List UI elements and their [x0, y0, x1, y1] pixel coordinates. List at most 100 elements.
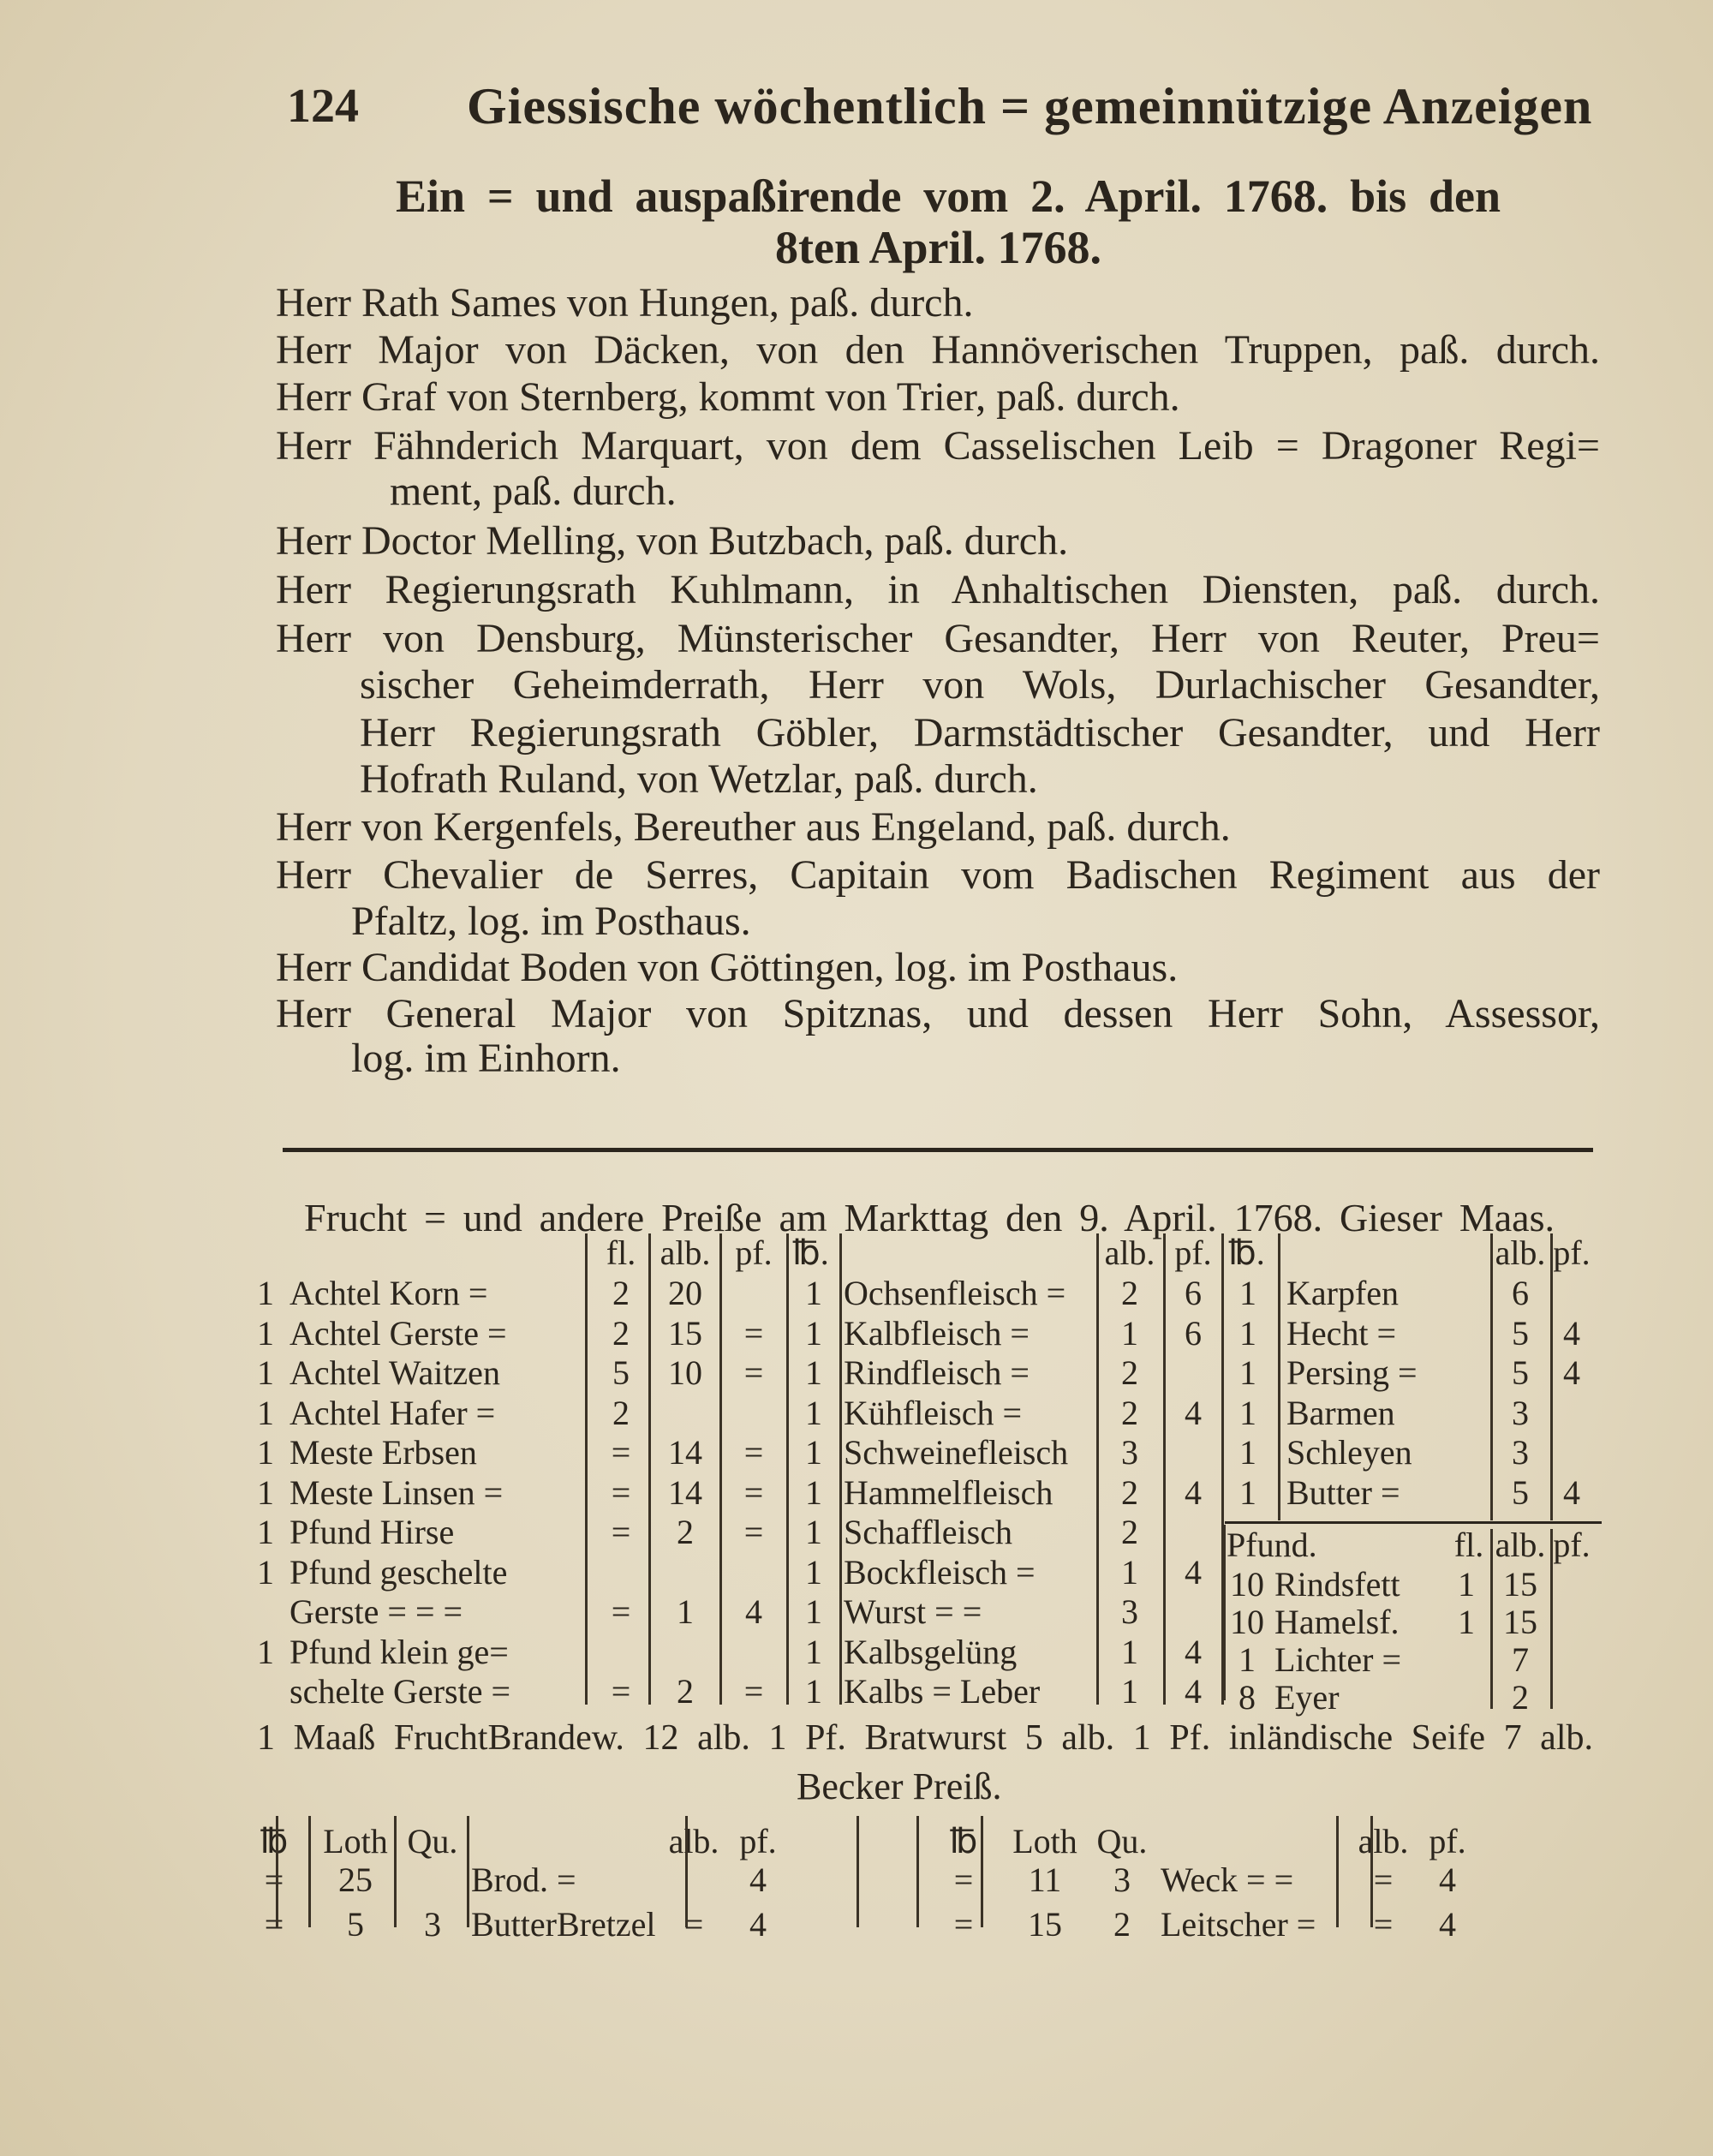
- meat-item: Kalbfleisch =: [844, 1313, 1030, 1353]
- column-rule: [1223, 1525, 1226, 1700]
- meat-item: Hammelfleisch: [844, 1472, 1053, 1512]
- baker-cell: 4: [749, 1860, 767, 1899]
- prices-title: Frucht = und andere Preiße am Markttag d…: [304, 1196, 1555, 1239]
- column-rule: [1221, 1233, 1224, 1705]
- header-pfund: Pfund.: [1227, 1526, 1317, 1564]
- grain-qty: 1: [257, 1513, 274, 1551]
- baker-cell: Brod. =: [471, 1860, 576, 1899]
- fish-qty: 1: [1239, 1274, 1256, 1312]
- meat-alb: 1: [1121, 1552, 1138, 1592]
- grain-qty: 1: [257, 1632, 274, 1671]
- traveler-entry-line: Herr Major von Däcken, von den Hannöveri…: [276, 327, 1600, 373]
- baker-header: pf.: [1429, 1822, 1466, 1860]
- meat-pf: 4: [1185, 1552, 1202, 1592]
- header-alb: alb.: [1104, 1233, 1155, 1272]
- grain-alb: 2: [677, 1513, 694, 1551]
- baker-header: Qu.: [1096, 1822, 1148, 1860]
- column-rule: [1490, 1529, 1493, 1709]
- meat-item: Kalbsgelüng: [844, 1632, 1018, 1671]
- column-rule: [1163, 1233, 1166, 1705]
- baker-cell: =: [1373, 1860, 1394, 1899]
- fish-item: Persing =: [1286, 1353, 1418, 1392]
- meat-pf: 4: [1185, 1672, 1202, 1711]
- header-alb: alb.: [1495, 1526, 1546, 1564]
- column-rule: [1278, 1233, 1280, 1520]
- traveler-entry-line: Herr Chevalier de Serres, Capitain vom B…: [276, 852, 1600, 898]
- baker-header: pf.: [739, 1822, 777, 1860]
- grain-pf: =: [743, 1672, 764, 1711]
- header-pf: pf.: [735, 1233, 773, 1272]
- meat-qty: 1: [805, 1433, 822, 1472]
- baker-header: ℔: [260, 1822, 289, 1860]
- grain-item: Achtel Gerste =: [289, 1313, 507, 1353]
- grain-alb: 15: [668, 1313, 702, 1353]
- column-rule: [585, 1233, 588, 1705]
- fish-alb: 3: [1512, 1433, 1529, 1472]
- fish-alb: 5: [1512, 1472, 1529, 1512]
- column-rule: [685, 1816, 688, 1927]
- column-rule: [981, 1816, 983, 1927]
- meat-item: Bockfleisch =: [844, 1552, 1036, 1592]
- grain-pf: =: [743, 1513, 764, 1551]
- grain-pf: =: [743, 1353, 764, 1392]
- fish-item: Hecht =: [1286, 1313, 1397, 1353]
- column-rule: [916, 1816, 919, 1927]
- meat-qty: 1: [805, 1313, 822, 1353]
- baker-header: Qu.: [407, 1822, 458, 1860]
- meat-qty: 1: [805, 1592, 822, 1631]
- meat-qty: 1: [805, 1552, 822, 1592]
- fish-qty: 1: [1239, 1393, 1256, 1432]
- traveler-entry-line: Herr Regierungsrath Göbler, Darmstädtisc…: [360, 710, 1600, 755]
- header-fl: fl.: [1453, 1526, 1484, 1564]
- baker-cell: 25: [338, 1860, 373, 1899]
- baker-cell: Weck = =: [1161, 1860, 1294, 1899]
- baker-cell: 3: [1113, 1860, 1131, 1899]
- baker-cell: 5: [347, 1905, 364, 1944]
- grain-alb: 10: [668, 1353, 702, 1392]
- divider-rule: [283, 1148, 1593, 1152]
- pound-alb: 15: [1503, 1565, 1537, 1604]
- grain-alb: 1: [677, 1592, 694, 1631]
- traveler-entry-line: Herr Regierungsrath Kuhlmann, in Anhalti…: [276, 567, 1600, 612]
- meat-item: Kalbs = Leber: [844, 1672, 1041, 1711]
- column-rule: [1550, 1233, 1553, 1520]
- pound-item: Hamelsf.: [1274, 1603, 1400, 1641]
- traveler-entry-line: Herr Candidat Boden von Göttingen, log. …: [276, 945, 1179, 990]
- traveler-entry-line: Herr Fähnderich Marquart, von dem Cassel…: [276, 423, 1600, 469]
- fish-pf: 4: [1563, 1472, 1580, 1512]
- meat-alb: 2: [1121, 1353, 1138, 1392]
- grain-pf: =: [743, 1313, 764, 1353]
- grain-item: Achtel Korn =: [289, 1274, 488, 1312]
- pound-item: Rindsfett: [1274, 1565, 1400, 1604]
- fish-alb: 5: [1512, 1353, 1529, 1392]
- grain-alb: 14: [668, 1433, 702, 1472]
- grain-qty: 1: [257, 1353, 274, 1392]
- grain-pf: 4: [745, 1592, 762, 1631]
- fish-alb: 6: [1512, 1274, 1529, 1312]
- meat-pf: 4: [1185, 1472, 1202, 1512]
- meat-alb: 3: [1121, 1592, 1138, 1631]
- grain-qty: 1: [257, 1552, 274, 1592]
- meat-qty: 1: [805, 1353, 822, 1392]
- column-rule: [276, 1816, 278, 1927]
- grain-alb: 14: [668, 1472, 702, 1512]
- header-fl: fl.: [606, 1233, 636, 1272]
- grain-item: Pfund Hirse: [289, 1513, 455, 1551]
- meat-alb: 1: [1121, 1672, 1138, 1711]
- header-lb: ℔.: [792, 1233, 829, 1272]
- grain-fl: =: [611, 1433, 631, 1472]
- baker-cell: =: [264, 1860, 284, 1899]
- section-title-continued: 8ten April. 1768.: [775, 222, 1102, 273]
- grain-item: Meste Erbsen: [289, 1433, 477, 1472]
- traveler-entry-line: Herr Doctor Melling, von Butzbach, paß. …: [276, 518, 1069, 564]
- grain-fl: =: [611, 1472, 631, 1512]
- column-rule: [1550, 1529, 1553, 1709]
- fish-item: Butter =: [1286, 1472, 1400, 1512]
- baker-cell: ButterBretzel: [471, 1905, 656, 1944]
- column-rule: [394, 1816, 397, 1927]
- pound-fl: 1: [1458, 1603, 1475, 1641]
- meat-item: Ochsenfleisch =: [844, 1274, 1066, 1312]
- misc-prices: 1 Maaß FruchtBrandew. 12 alb. 1 Pf. Brat…: [257, 1718, 1593, 1758]
- baker-title: Becker Preiß.: [797, 1765, 1002, 1807]
- fish-item: Karpfen: [1286, 1274, 1400, 1312]
